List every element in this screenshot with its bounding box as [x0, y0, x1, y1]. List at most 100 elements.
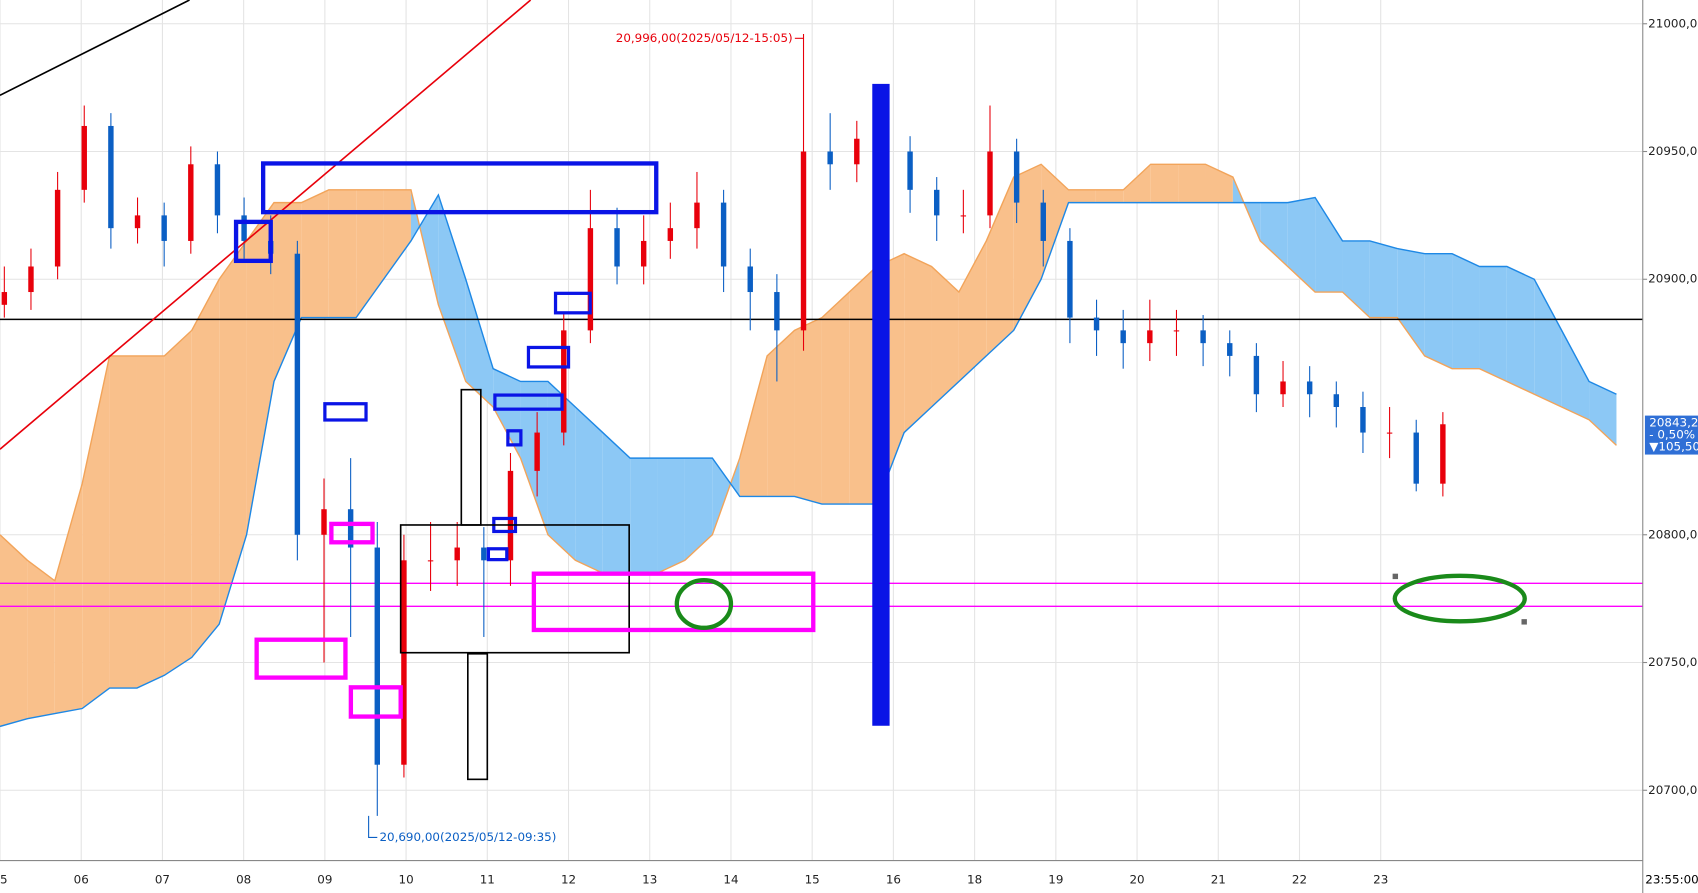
x-tick-label: 21 — [1211, 873, 1226, 887]
change-points: ▼105,50 — [1649, 439, 1698, 453]
cloud-segment — [219, 240, 247, 625]
ellipse — [1392, 573, 1527, 624]
candle-body — [1440, 424, 1446, 484]
cloud-segment — [246, 202, 274, 535]
candle-body — [614, 228, 620, 267]
candle-body — [108, 125, 114, 229]
y-tick-label: 20800,00 — [1648, 527, 1698, 541]
price-tag — [1644, 415, 1698, 455]
cloud-segment — [767, 330, 795, 497]
candle-body — [1413, 432, 1419, 484]
last-price: 20843,25 — [1649, 416, 1698, 430]
x-tick-label: 20 — [1129, 873, 1144, 887]
cloud-segment — [1205, 164, 1233, 203]
cloud-segment — [1041, 164, 1069, 280]
vertical-band — [872, 83, 890, 726]
cloud-segment — [301, 189, 329, 318]
handle — [1392, 573, 1399, 580]
candle-body — [694, 202, 700, 229]
cloud-segment — [82, 355, 110, 709]
candle-body — [800, 151, 807, 331]
drawings — [0, 0, 1527, 781]
cloud-segment — [1479, 266, 1507, 382]
cloud-segment — [328, 189, 357, 318]
ellipse — [674, 578, 734, 630]
box — [348, 685, 403, 719]
candle-body — [1067, 240, 1073, 318]
box — [493, 393, 564, 411]
annotations: 20,996,00(2025/05/12-15:05) 20,690,00(202… — [368, 31, 804, 844]
cloud-segment — [1150, 164, 1179, 203]
cloud-segment — [575, 407, 603, 574]
cloud-segment — [1287, 197, 1316, 293]
cloud-segment — [1589, 381, 1617, 446]
cloud-segment — [1397, 248, 1425, 356]
handle — [1521, 619, 1527, 625]
candle-body — [188, 164, 194, 241]
candle-body — [1013, 151, 1020, 203]
x-tick-label: 22 — [1292, 873, 1307, 887]
cloud-segment — [1013, 164, 1042, 331]
candle-body — [1360, 407, 1366, 433]
cloud-segment — [1424, 253, 1453, 369]
candle-body — [454, 547, 460, 561]
box — [526, 345, 571, 369]
box — [553, 291, 592, 315]
candle-body — [1280, 381, 1286, 395]
candle-body — [640, 240, 647, 267]
candle-body — [321, 509, 327, 535]
y-tick-label: 21000,00 — [1648, 16, 1698, 30]
box — [254, 637, 348, 680]
box — [486, 547, 509, 562]
y-tick-label: 20950,00 — [1648, 144, 1698, 158]
candle-body — [374, 547, 380, 765]
candle-body — [401, 560, 407, 765]
cloud-segment — [1260, 202, 1288, 267]
cloud-segment — [27, 560, 55, 719]
box — [323, 402, 368, 422]
candle-body — [774, 292, 780, 331]
candle-body — [1147, 330, 1153, 344]
x-tick-label: 09 — [317, 873, 332, 887]
candle-body — [481, 547, 487, 561]
candle-body — [1093, 317, 1100, 331]
candle-body — [134, 215, 141, 229]
low-annotation: 20,690,00(2025/05/12-09:35) — [379, 830, 556, 844]
x-tick-label: 10 — [399, 873, 414, 887]
x-tick-label: 05 — [0, 873, 8, 887]
cloud-segment — [1068, 189, 1096, 203]
cloud-segment — [54, 483, 83, 714]
candle-body — [1333, 394, 1340, 408]
candle-body — [667, 228, 674, 241]
cloud-segment — [739, 355, 768, 497]
candle-body — [161, 215, 167, 241]
cloud-segment — [136, 355, 165, 689]
box — [233, 219, 273, 264]
candles — [1, 33, 1446, 816]
candle-body — [1173, 330, 1180, 332]
cloud-segment — [191, 279, 220, 658]
candle-body — [827, 151, 833, 165]
cloud-segment — [1178, 164, 1206, 203]
candle-body — [54, 189, 61, 267]
candle-body — [720, 202, 727, 267]
x-tick-label: 13 — [642, 873, 657, 887]
candle-body — [1, 292, 8, 305]
candle-body — [1120, 330, 1126, 344]
trend-line — [0, 0, 190, 96]
x-tick-label: 19 — [1048, 873, 1063, 887]
cloud-line — [0, 193, 1617, 728]
x-tick-label: 23 — [1373, 873, 1388, 887]
x-tick-label: 15 — [805, 873, 820, 887]
box — [399, 524, 630, 654]
cloud-segment — [273, 202, 302, 382]
y-tick-label: 20700,00 — [1648, 783, 1698, 797]
cloud-segment — [630, 458, 658, 574]
cloud-segment — [1315, 197, 1343, 293]
cloud-line — [0, 163, 1617, 582]
cloud-segment — [164, 330, 192, 676]
candle-body — [1253, 355, 1260, 395]
box — [460, 388, 482, 526]
box — [260, 161, 659, 215]
cloud-segment — [0, 534, 28, 727]
